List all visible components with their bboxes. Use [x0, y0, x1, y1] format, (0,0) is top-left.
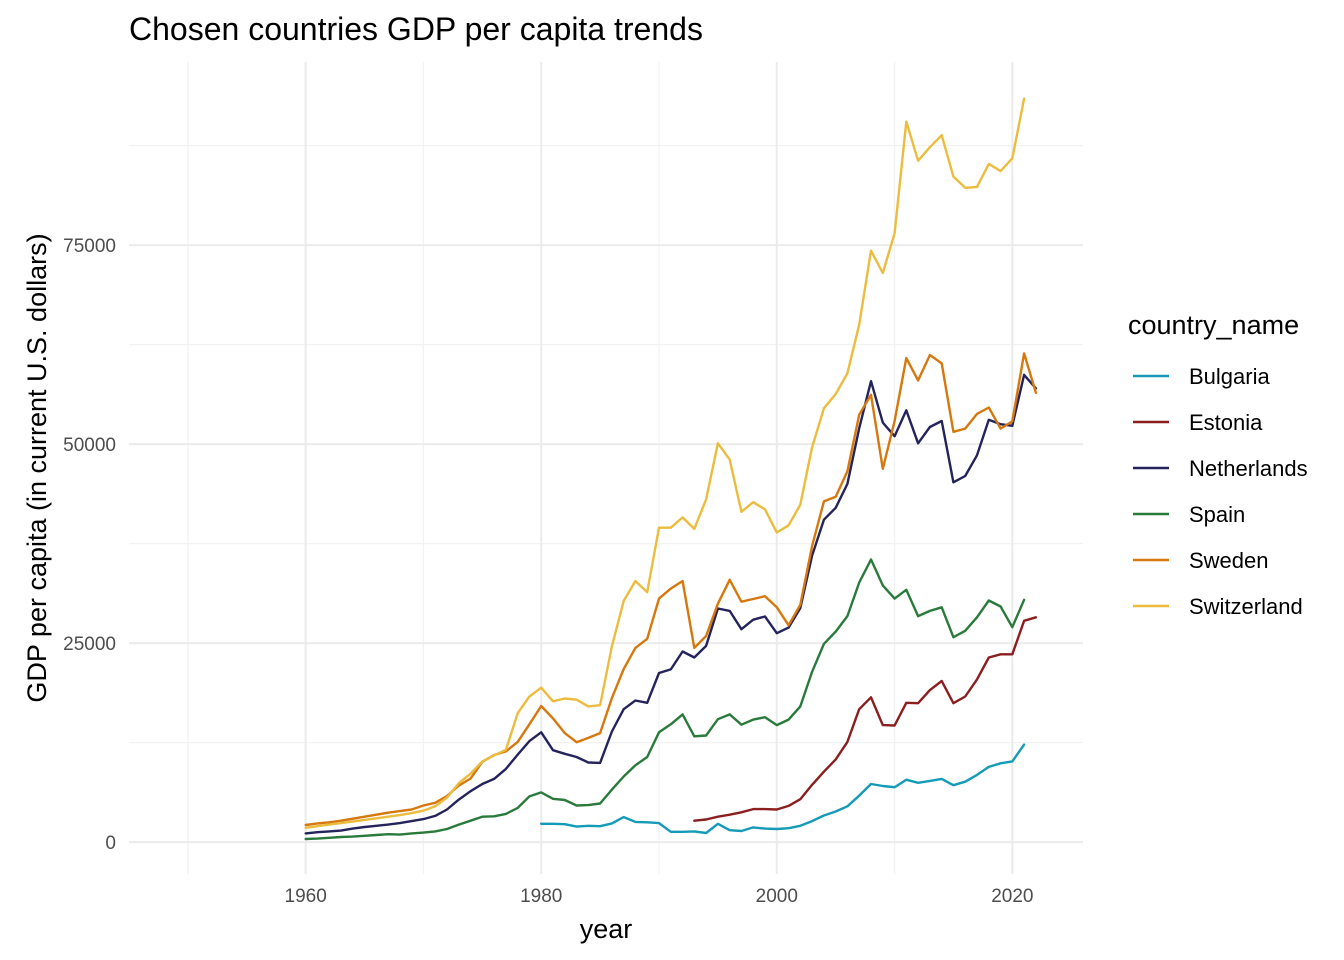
x-axis-ticks: 1960 1980 2000 2020: [285, 886, 1034, 907]
legend-label: Estonia: [1189, 410, 1263, 435]
y-axis-title: GDP per capita (in current U.S. dollars): [22, 233, 52, 702]
y-tick-label: 25000: [63, 634, 116, 655]
y-tick-label: 75000: [63, 236, 116, 257]
y-axis-ticks: 0 25000 50000 75000: [63, 236, 116, 854]
legend-item-spain: Spain: [1133, 502, 1245, 527]
legend-item-estonia: Estonia: [1133, 410, 1263, 435]
series-line-switzerland: [306, 99, 1024, 828]
x-tick-label: 1980: [520, 886, 562, 907]
legend-item-netherlands: Netherlands: [1133, 456, 1308, 481]
legend-item-sweden: Sweden: [1133, 548, 1269, 573]
legend-label: Switzerland: [1189, 594, 1303, 619]
legend-label: Netherlands: [1189, 456, 1308, 481]
series-line-sweden: [306, 353, 1036, 825]
x-tick-label: 1960: [285, 886, 327, 907]
legend-item-bulgaria: Bulgaria: [1133, 364, 1270, 389]
series-lines: [306, 99, 1036, 839]
chart-title: Chosen countries GDP per capita trends: [129, 11, 703, 47]
legend-item-switzerland: Switzerland: [1133, 594, 1303, 619]
legend-label: Spain: [1189, 502, 1245, 527]
legend: country_name Bulgaria Estonia Netherlands S…: [1128, 310, 1308, 619]
legend-items: Bulgaria Estonia Netherlands Spain Sweden Swi…: [1133, 364, 1308, 619]
y-tick-label: 50000: [63, 435, 116, 456]
x-tick-label: 2020: [991, 886, 1033, 907]
series-line-spain: [306, 560, 1024, 840]
x-tick-label: 2000: [756, 886, 798, 907]
legend-label: Sweden: [1189, 548, 1269, 573]
legend-label: Bulgaria: [1189, 364, 1270, 389]
gridlines: [129, 62, 1083, 874]
legend-title: country_name: [1128, 310, 1299, 340]
x-axis-title: year: [580, 914, 633, 944]
y-tick-label: 0: [105, 833, 116, 854]
